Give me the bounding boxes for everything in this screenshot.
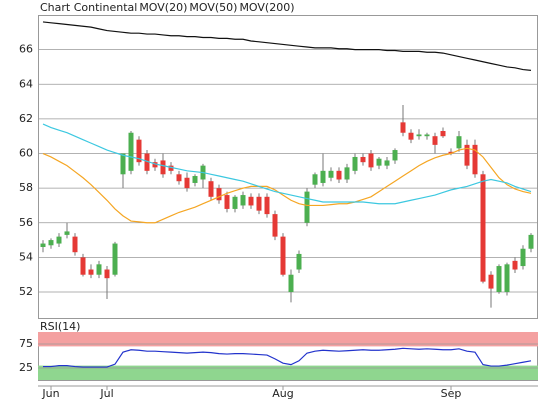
candle-body [392, 150, 398, 161]
candle-body [368, 153, 374, 168]
candle-body [400, 122, 406, 133]
y-tick-label: 62 [19, 112, 33, 125]
candle-body [416, 134, 422, 137]
candle-body [360, 156, 366, 163]
y-tick-label: 52 [19, 285, 33, 298]
candle-body [512, 260, 518, 270]
candle-body [448, 151, 454, 154]
candle-body [176, 174, 182, 182]
candle-body [376, 158, 382, 166]
plot-frame [38, 15, 538, 319]
candle-body [288, 274, 294, 293]
rsi-band [38, 365, 538, 380]
candle-body [88, 269, 94, 275]
candle-body [136, 139, 142, 163]
candle-body [280, 236, 286, 275]
candle-body [96, 264, 102, 275]
candle-body [64, 231, 70, 235]
candle-body [128, 132, 134, 171]
legend-entry: MOV(50) [189, 1, 237, 14]
candle-body [344, 167, 350, 180]
candle-body [160, 160, 166, 175]
candle-body [224, 195, 230, 209]
moving-average-line [42, 147, 532, 224]
candle-body [352, 156, 358, 171]
moving-average-line [42, 123, 532, 205]
legend-entry: MOV(20) [139, 1, 187, 14]
candle-body [312, 174, 318, 185]
candle-body [56, 236, 62, 244]
y-tick-label: 60 [19, 147, 33, 160]
chart-title: Chart Continental [40, 1, 137, 14]
candle-body [120, 153, 126, 175]
candle-body [216, 188, 222, 201]
candle-body [240, 195, 246, 206]
candle-body [472, 144, 478, 175]
candle-body [504, 264, 510, 293]
candle-body [520, 248, 526, 267]
y-tick-label: 54 [19, 250, 33, 263]
candle-body [440, 131, 446, 137]
candle-body [424, 134, 430, 137]
y-tick-label: 25 [19, 361, 33, 374]
x-tick-label: Jul [99, 387, 113, 400]
candle-body [488, 274, 494, 289]
x-tick-label: Sep [441, 387, 462, 400]
candle-body [184, 177, 190, 189]
candle-body [496, 266, 502, 293]
candle-body [528, 234, 534, 249]
candle-body [112, 243, 118, 275]
candle-body [192, 176, 198, 183]
candle-body [296, 253, 302, 270]
candle-body [328, 170, 334, 178]
candle-body [80, 257, 86, 275]
panel-title: RSI(14) [40, 320, 80, 333]
x-tick-label: Jun [41, 387, 59, 400]
candle-body [72, 236, 78, 253]
moving-average-line [42, 21, 532, 72]
candle-body [144, 153, 150, 171]
y-tick-label: 56 [19, 216, 33, 229]
candle-body [232, 196, 238, 209]
candle-body [48, 240, 54, 246]
candle-body [432, 136, 438, 145]
y-tick-label: 64 [19, 77, 33, 90]
y-tick-label: 66 [19, 43, 33, 56]
candle-body [256, 196, 262, 211]
candle-body [304, 191, 310, 223]
rsi-band [38, 332, 538, 347]
candle-body [248, 196, 254, 206]
candle-body [168, 165, 174, 171]
candle-body [320, 170, 326, 183]
x-tick-label: Aug [272, 387, 293, 400]
candle-body [384, 160, 390, 166]
candle-body [208, 181, 214, 197]
candle-body [264, 196, 270, 215]
candle-body [464, 144, 470, 166]
candle-body [408, 132, 414, 140]
legend-entry: MOV(200) [239, 1, 294, 14]
candle-body [456, 136, 462, 149]
rsi-line [43, 347, 532, 368]
candle-body [272, 214, 278, 237]
y-tick-label: 75 [19, 337, 33, 350]
candle-body [480, 174, 486, 282]
y-tick-label: 58 [19, 181, 33, 194]
candle-body [336, 170, 342, 180]
candle-body [40, 243, 46, 248]
candle-body [152, 162, 158, 168]
candle-body [104, 269, 110, 279]
